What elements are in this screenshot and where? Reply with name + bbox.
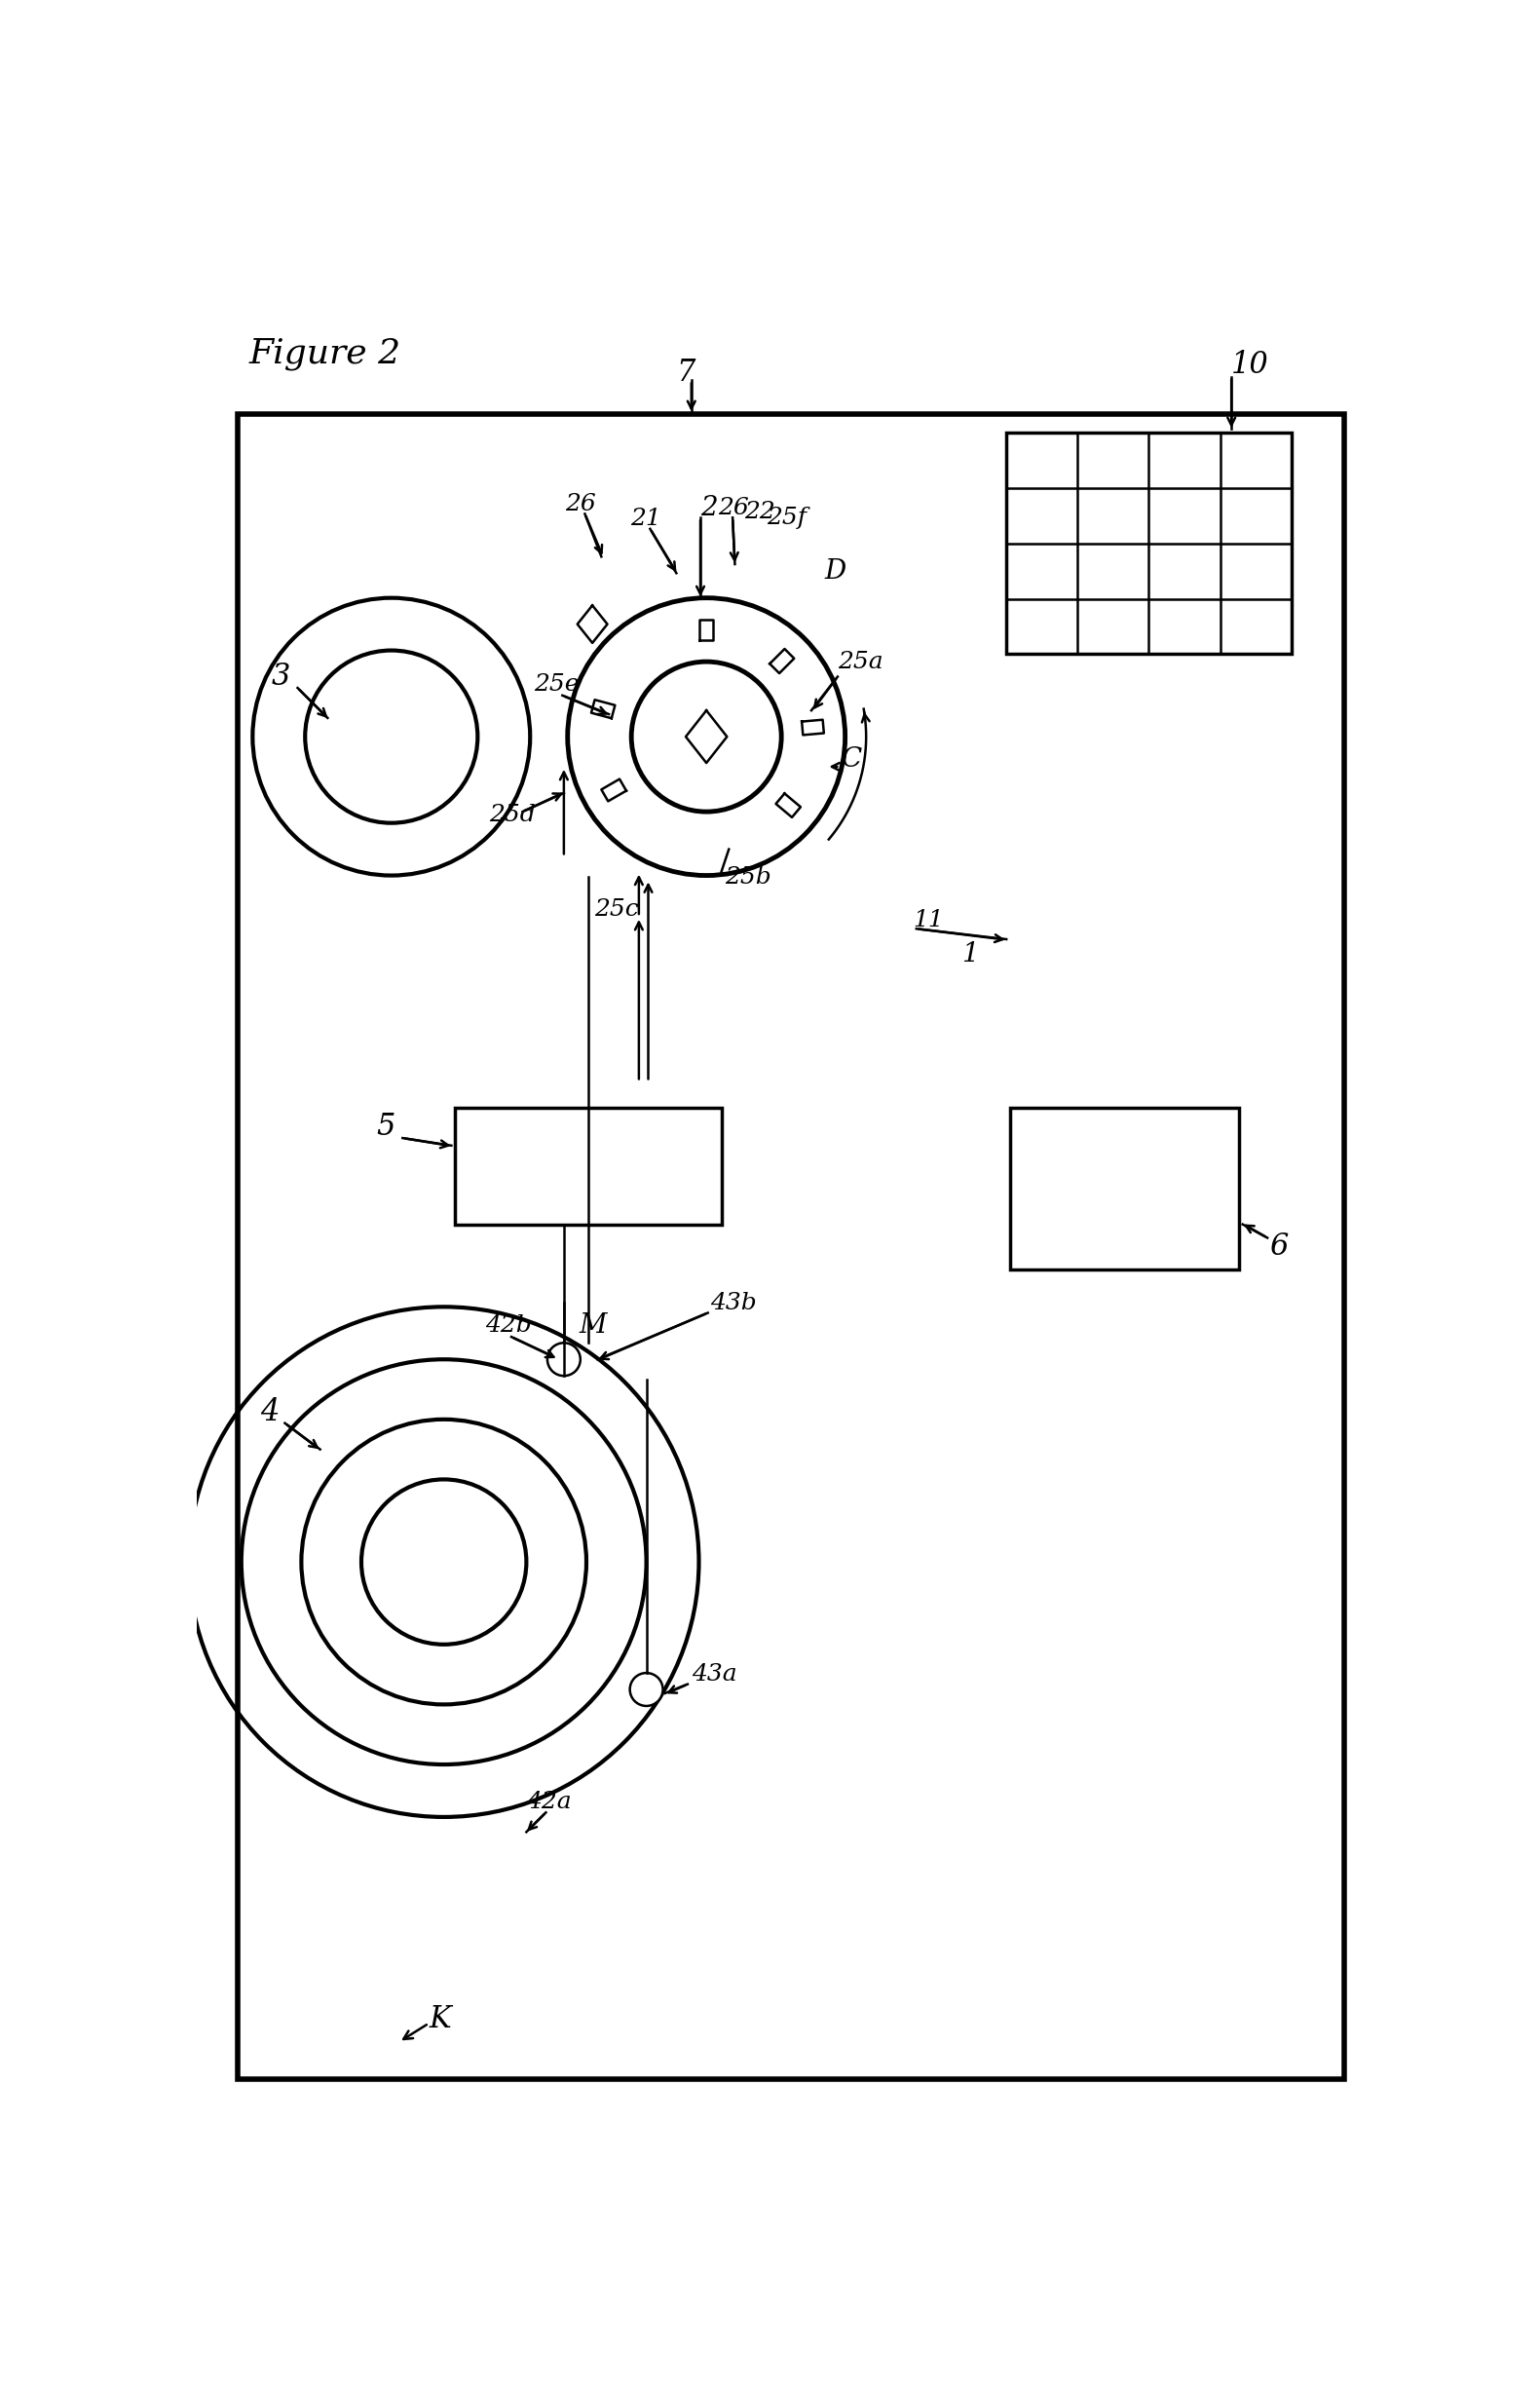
Text: 25d: 25d [488,805,536,826]
Text: 21: 21 [630,509,661,530]
Text: 11: 11 [913,910,944,931]
Text: C: C [841,745,862,771]
Text: Figure 2: Figure 2 [249,337,400,370]
Text: 1: 1 [961,941,978,967]
Bar [1010,1108,1238,1270]
Text: 42b: 42b [485,1313,531,1337]
Text: 25f: 25f [767,506,807,528]
Text: M: M [579,1313,607,1340]
Text: 4: 4 [260,1397,279,1428]
Bar [456,1108,721,1225]
Text: 25b: 25b [725,867,772,888]
Text: 10: 10 [1232,351,1269,380]
Text: 43a: 43a [691,1662,736,1686]
Text: 43b: 43b [710,1292,756,1313]
Text: K: K [428,2004,451,2035]
Text: 25a: 25a [838,650,882,673]
Text: 25e: 25e [534,673,579,695]
Text: 2: 2 [701,494,718,521]
Text: 26: 26 [565,492,596,516]
Text: 7: 7 [676,358,695,387]
Text: 42a: 42a [527,1791,571,1812]
Bar [1006,432,1292,654]
Circle shape [547,1342,581,1375]
Text: 22: 22 [744,501,775,523]
Text: 26: 26 [718,497,748,518]
Text: 25c: 25c [594,898,639,919]
Circle shape [630,1674,662,1705]
Text: 5: 5 [376,1113,396,1141]
Text: 6: 6 [1269,1232,1287,1261]
Text: D: D [825,559,847,585]
Text: 3: 3 [271,661,290,693]
